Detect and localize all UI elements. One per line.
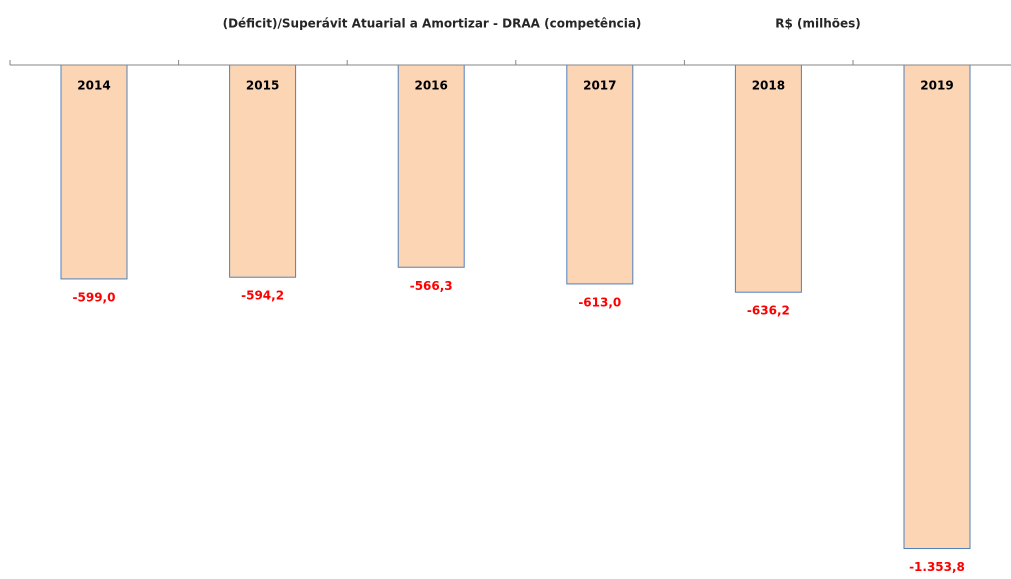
x-tick-label: 2019 [920,79,953,93]
bar [397,64,465,268]
bar [60,64,128,280]
bar [229,64,297,278]
x-tick-label: 2016 [414,79,447,93]
chart-title: (Déficit)/Superávit Atuarial a Amortizar… [223,17,642,31]
bar [903,64,971,549]
x-tick-label: 2018 [752,79,785,93]
data-label: -566,3 [410,279,453,293]
bar [734,64,802,293]
x-tick-label: 2017 [583,79,616,93]
data-label: -636,2 [747,304,790,318]
data-label: -594,2 [241,289,284,303]
x-tick-label: 2015 [246,79,279,93]
x-tick-label: 2014 [77,79,110,93]
chart-subtitle: R$ (milhões) [775,17,861,31]
data-label: -613,0 [578,295,621,309]
data-label: -1.353,8 [909,560,965,574]
bar [566,64,634,285]
data-label: -599,0 [73,290,116,304]
